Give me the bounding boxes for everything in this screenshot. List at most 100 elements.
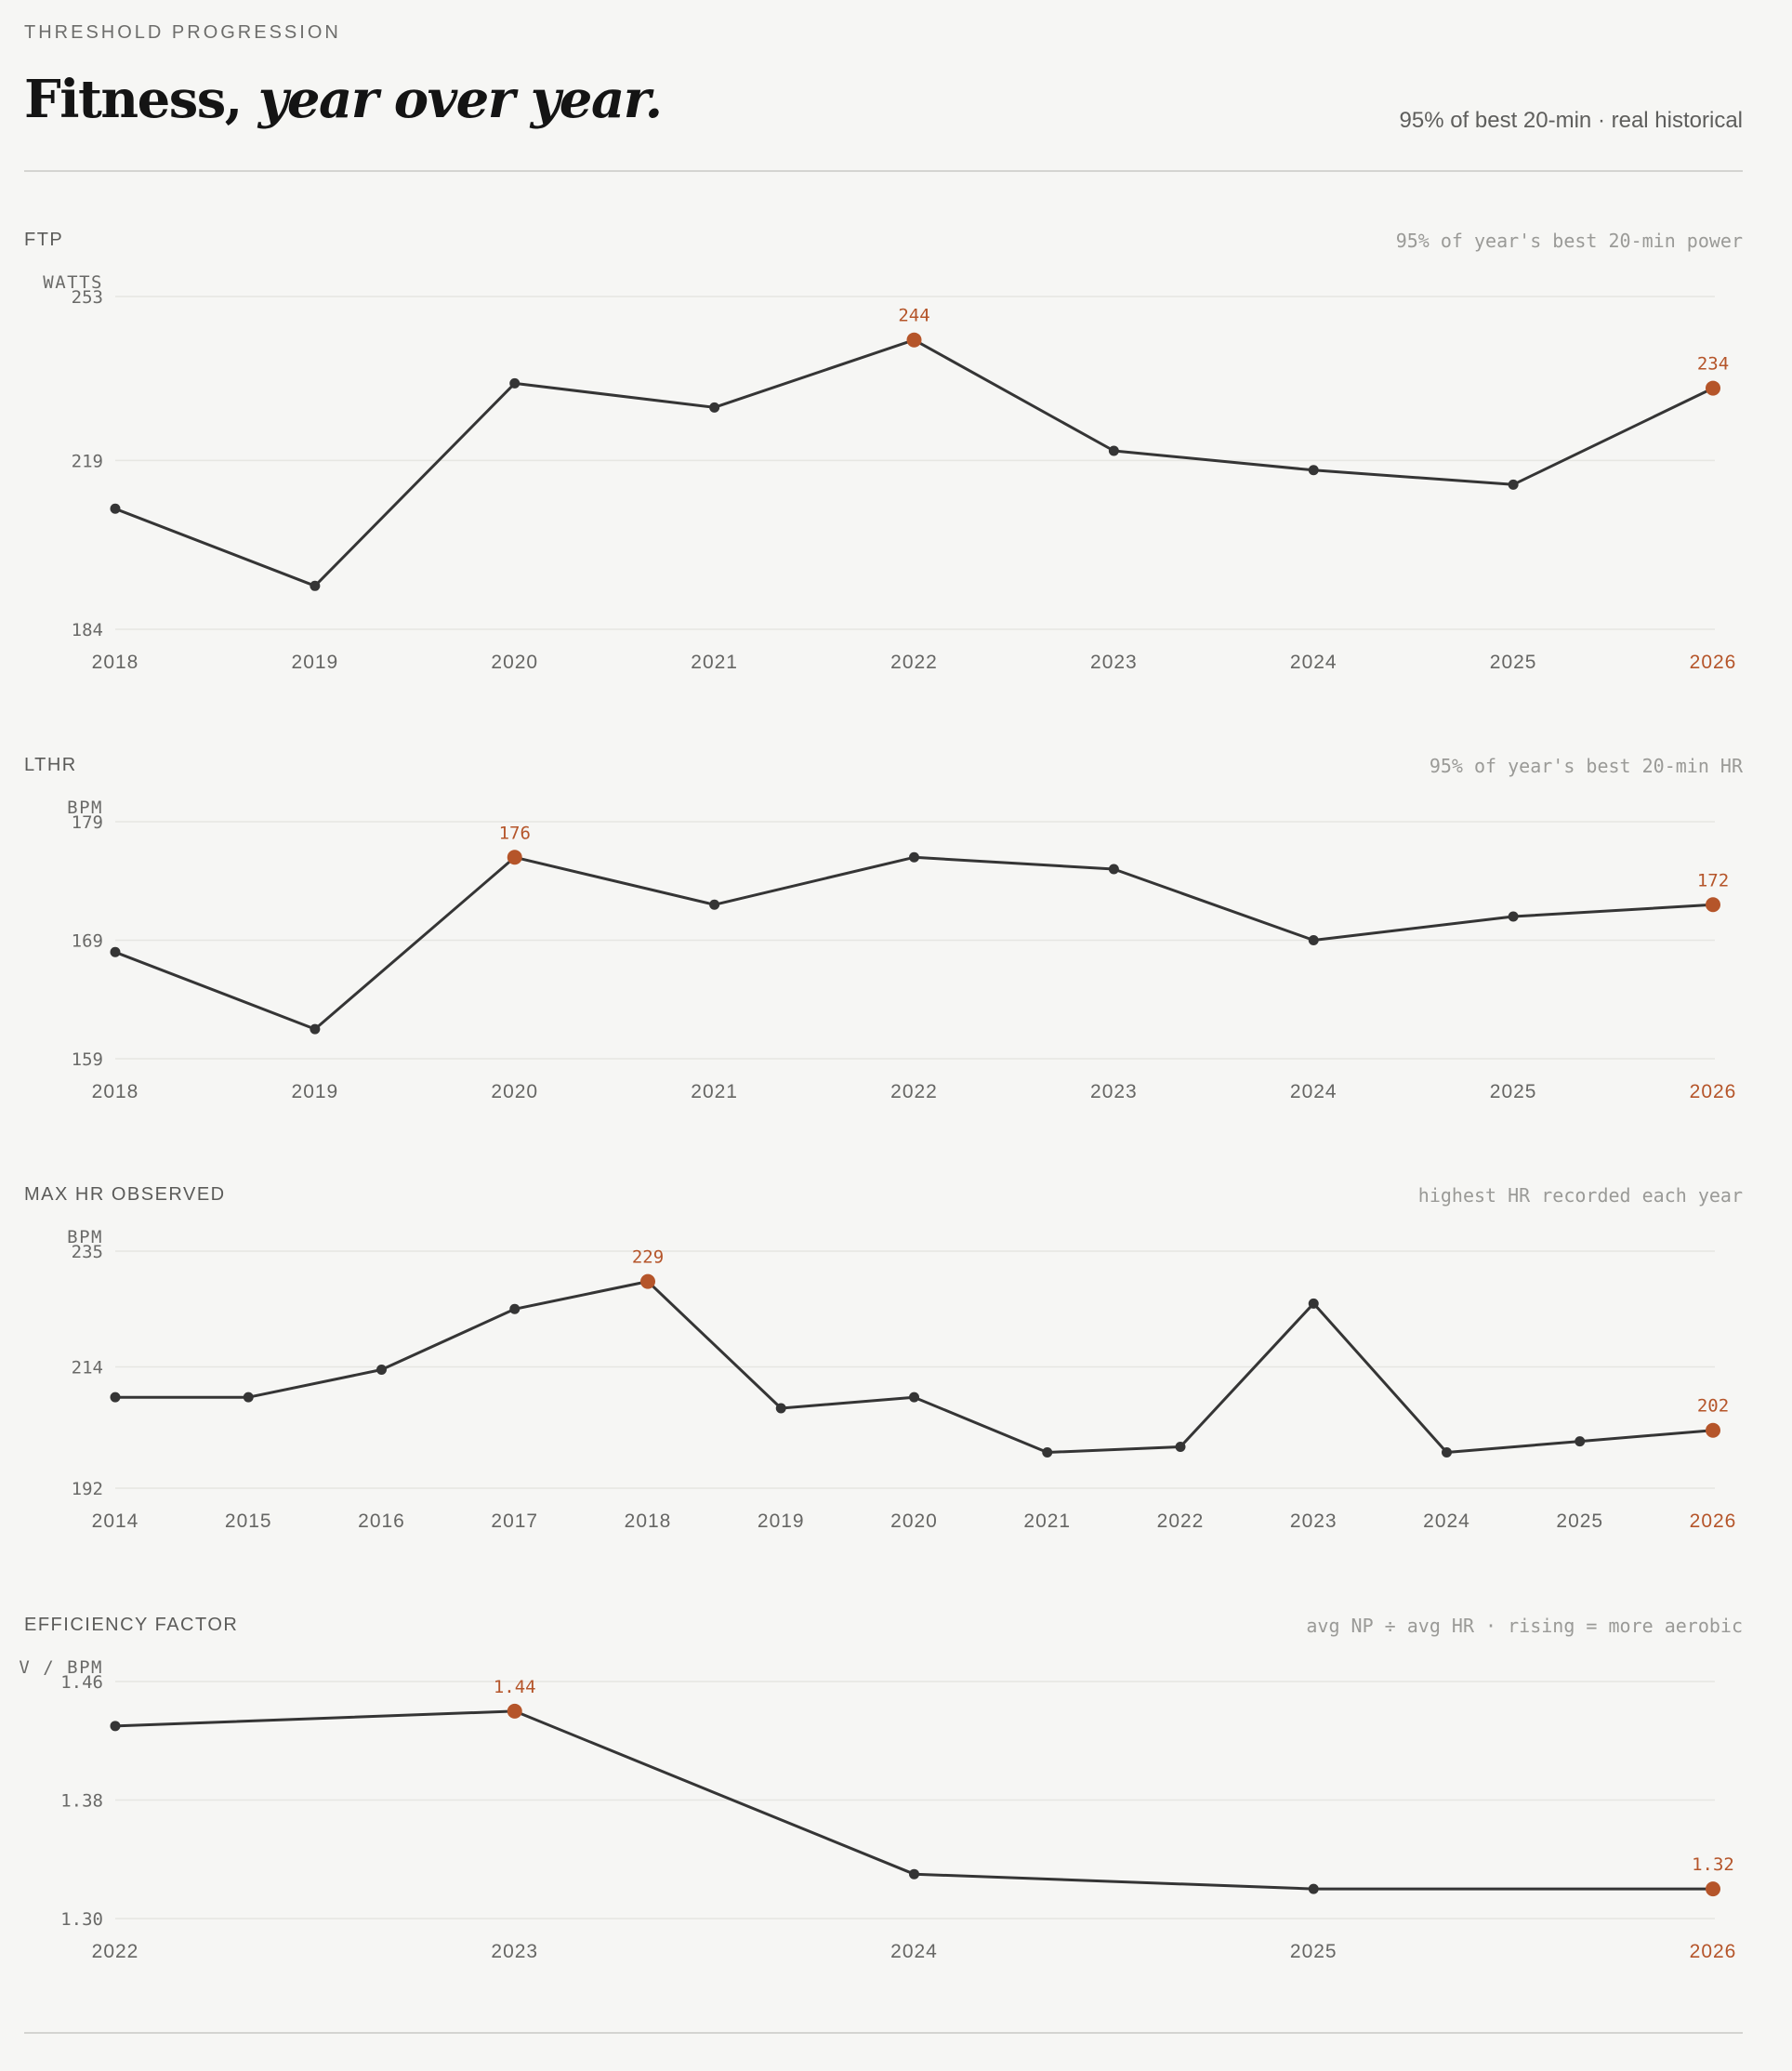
y-tick-label: 184 xyxy=(72,620,103,640)
chart-note: highest HR recorded each year xyxy=(1417,1184,1743,1207)
x-tick-label: 2022 xyxy=(92,1941,139,1962)
x-tick-label: 2026 xyxy=(1690,1081,1737,1102)
data-point xyxy=(110,503,121,514)
x-tick-label: 2022 xyxy=(890,652,938,673)
x-tick-label: 2019 xyxy=(292,1081,339,1102)
title-regular: Fitness, xyxy=(24,69,258,130)
highlight-point xyxy=(1706,897,1720,913)
page-title: Fitness, year over year. xyxy=(24,69,663,130)
data-point xyxy=(1042,1446,1053,1458)
data-point xyxy=(509,377,520,389)
title-italic: year over year. xyxy=(257,69,663,130)
value-label: 176 xyxy=(499,823,531,843)
data-point xyxy=(1508,479,1519,490)
highlight-point xyxy=(906,332,922,348)
x-tick-label: 2023 xyxy=(1090,1081,1138,1102)
series-line xyxy=(114,855,1714,1031)
x-tick-label: 2025 xyxy=(1490,652,1537,673)
y-tick-label: 169 xyxy=(72,931,103,952)
y-tick-label: 1.38 xyxy=(60,1791,103,1812)
x-tick-label: 2021 xyxy=(691,652,738,673)
data-point xyxy=(709,402,720,413)
data-point xyxy=(909,851,919,863)
y-tick-label: 214 xyxy=(72,1358,103,1378)
x-tick-label: 2023 xyxy=(1090,652,1138,673)
top-divider xyxy=(24,170,1743,172)
y-tick-label: 253 xyxy=(72,287,103,308)
data-point xyxy=(1308,1883,1319,1894)
x-tick-label: 2018 xyxy=(92,652,139,673)
chart-plot-efficiency: 1.46 1.38 1.30 2022 2023 2024 2025 2026 1.44 1.32 xyxy=(60,1672,1737,1962)
y-tick-label: 1.46 xyxy=(60,1672,103,1693)
x-tick-label: 2018 xyxy=(92,1081,139,1102)
x-tick-label: 2021 xyxy=(691,1081,738,1102)
data-point xyxy=(1108,445,1119,456)
y-axis-unit: BPM xyxy=(67,798,103,818)
data-point xyxy=(310,1023,321,1035)
eyebrow: THRESHOLD PROGRESSION xyxy=(24,22,341,43)
data-point xyxy=(1175,1442,1186,1453)
highlight-point xyxy=(1706,1881,1720,1897)
x-tick-label: 2014 xyxy=(92,1510,139,1532)
data-point xyxy=(909,1868,919,1880)
y-tick-label: 159 xyxy=(72,1049,103,1070)
x-tick-label: 2018 xyxy=(625,1510,672,1532)
data-point xyxy=(243,1392,254,1403)
value-label: 172 xyxy=(1697,870,1729,890)
chart-plot-max-hr: 235 214 192 2014 2015 2016 2017 2018 2019 2020 202… xyxy=(72,1242,1737,1532)
x-tick-label: 2025 xyxy=(1290,1941,1337,1962)
value-label: 202 xyxy=(1697,1396,1729,1417)
x-tick-label: 2020 xyxy=(491,652,538,673)
x-tick-label: 2022 xyxy=(890,1081,938,1102)
x-tick-label: 2020 xyxy=(491,1081,538,1102)
highlight-point xyxy=(507,1703,522,1719)
value-label: 234 xyxy=(1697,354,1729,375)
highlight-point xyxy=(1706,380,1720,396)
highlight-point xyxy=(507,850,522,865)
x-tick-label: 2020 xyxy=(890,1510,938,1532)
bottom-divider xyxy=(24,2032,1743,2034)
y-tick-label: 219 xyxy=(72,451,103,471)
data-point xyxy=(709,899,720,910)
y-axis-unit: WATTS xyxy=(43,272,103,293)
chart-note: 95% of year's best 20-min HR xyxy=(1429,755,1743,777)
x-tick-label: 2021 xyxy=(1023,1510,1071,1532)
x-tick-label: 2025 xyxy=(1490,1081,1537,1102)
data-point xyxy=(1575,1436,1586,1447)
x-tick-label: 2024 xyxy=(1290,652,1337,673)
data-point xyxy=(775,1403,786,1414)
data-point xyxy=(1442,1446,1452,1458)
highlight-point xyxy=(1706,1422,1720,1438)
y-axis-unit: V / BPM xyxy=(19,1657,103,1678)
x-tick-label: 2015 xyxy=(225,1510,272,1532)
data-point xyxy=(110,946,121,957)
x-tick-label: 2026 xyxy=(1690,1510,1737,1532)
x-tick-label: 2022 xyxy=(1157,1510,1205,1532)
data-point xyxy=(110,1392,121,1403)
chart-plot-ftp: 253 219 184 2018 2019 2020 2021 2022 2023 2024 202… xyxy=(72,287,1736,673)
x-tick-label: 2019 xyxy=(292,652,339,673)
x-tick-label: 2024 xyxy=(1423,1510,1470,1532)
chart-plot-lthr: 179 169 159 2018 2019 2020 2021 2022 2023 2024 202… xyxy=(72,812,1737,1102)
data-point xyxy=(1308,1298,1319,1309)
x-tick-label: 2023 xyxy=(491,1941,538,1962)
x-tick-label: 2023 xyxy=(1290,1510,1337,1532)
x-tick-label: 2026 xyxy=(1690,1941,1737,1962)
x-tick-label: 2024 xyxy=(890,1941,938,1962)
page-subtitle: 95% of best 20-min · real historical xyxy=(1399,108,1744,133)
value-label: 1.44 xyxy=(494,1677,536,1697)
value-label: 1.32 xyxy=(1692,1854,1734,1875)
data-point xyxy=(1308,465,1319,476)
chart-title: FTP xyxy=(24,230,64,250)
y-tick-label: 235 xyxy=(72,1242,103,1262)
data-point xyxy=(1508,911,1519,922)
y-tick-label: 1.30 xyxy=(60,1909,103,1930)
data-point xyxy=(376,1365,387,1375)
value-label: 244 xyxy=(898,306,929,326)
chart-title: LTHR xyxy=(24,755,77,775)
value-label: 229 xyxy=(632,1247,664,1268)
data-point xyxy=(110,1721,121,1732)
x-tick-label: 2024 xyxy=(1290,1081,1337,1102)
data-point xyxy=(1108,864,1119,875)
